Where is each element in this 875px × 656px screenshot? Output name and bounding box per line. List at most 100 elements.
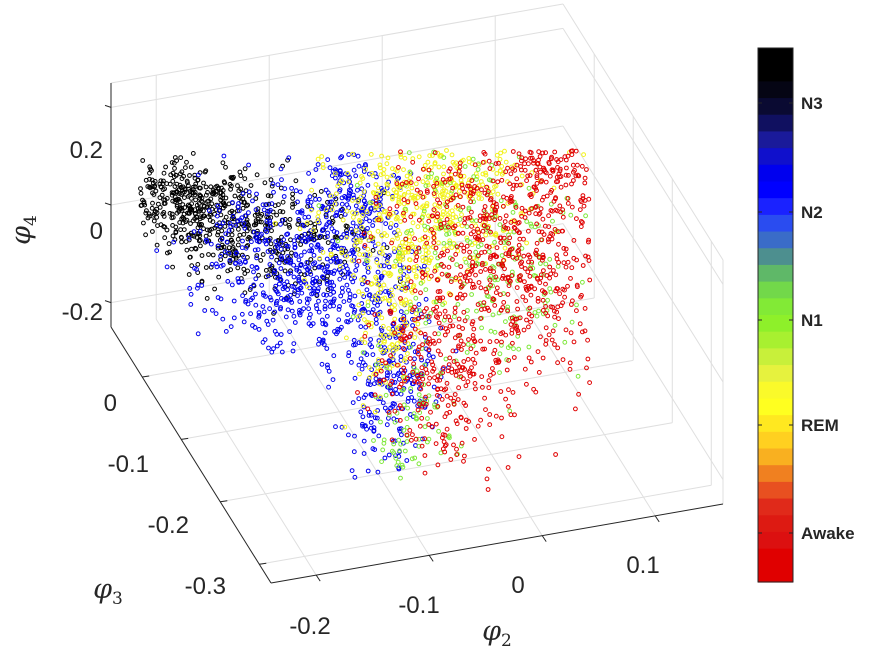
data-point [458,272,463,278]
data-points [138,148,593,492]
data-point [473,234,478,240]
colorbar-segment [758,48,793,66]
data-point [362,243,368,248]
data-point [350,314,356,320]
data-point [543,310,549,316]
data-point [270,317,276,323]
data-point [268,241,274,247]
data-point [431,299,437,305]
data-point [422,453,428,458]
data-point [548,304,554,310]
data-point [411,398,417,404]
data-point [497,156,503,162]
data-point [377,162,383,168]
data-point [407,299,413,305]
data-point [387,293,393,299]
data-point [239,245,245,251]
data-point [251,222,257,228]
data-point [138,190,144,196]
data-point [452,314,457,320]
data-point [422,234,428,240]
data-point [437,295,443,301]
data-point [408,344,413,350]
data-point [434,378,440,383]
data-point [471,326,477,332]
data-point [323,298,328,304]
data-point [223,231,229,237]
data-point [408,214,414,220]
data-point [350,303,356,309]
data-point [533,211,539,217]
data-point [389,287,394,293]
data-point [278,277,284,283]
data-point [541,272,547,278]
data-point [431,207,437,213]
z-tick-mark [104,202,112,206]
data-point [483,267,488,272]
data-point [173,224,179,230]
data-point [499,164,505,169]
data-point [445,193,451,198]
data-point [285,287,291,293]
data-point [305,198,311,204]
data-point [555,264,561,269]
data-point [278,332,284,337]
data-point [174,204,180,209]
data-point [389,342,395,347]
data-point [411,411,417,417]
data-point [238,186,244,192]
data-point [339,247,345,253]
data-point [450,225,456,231]
data-point [274,343,280,349]
data-point [185,180,190,186]
data-point [438,325,444,331]
data-point [529,259,535,265]
data-point [352,433,357,439]
data-point [317,279,323,285]
data-point [278,241,284,246]
data-point [213,311,219,317]
data-point [553,288,559,294]
data-point [560,357,566,363]
data-point [169,160,175,165]
data-point [574,302,579,308]
data-point [492,214,498,220]
data-point [430,244,436,250]
data-point [553,272,559,278]
data-point [183,165,188,171]
data-point [513,205,519,210]
data-point [278,246,284,252]
data-point [501,224,507,230]
data-point [352,307,358,313]
data-point [442,179,448,185]
data-point [267,295,273,300]
data-point [263,294,268,299]
data-point [465,379,471,385]
data-point [433,218,439,224]
data-point [402,378,407,384]
data-point [280,209,286,215]
data-point [416,176,421,182]
data-point [470,156,476,162]
data-point [404,439,410,444]
data-point [404,180,409,185]
data-point [480,182,486,188]
data-point [583,253,588,259]
data-point [170,264,176,270]
data-point [571,178,576,183]
data-point [387,211,392,217]
data-point [304,284,310,290]
data-point [488,229,493,235]
data-point [516,454,522,460]
data-point [298,262,304,267]
data-point [438,222,444,227]
data-point [302,277,307,283]
data-point [418,330,424,336]
data-point [287,225,293,230]
data-point [526,324,531,330]
data-point [545,297,550,303]
data-point [359,336,365,342]
data-point [282,268,288,274]
data-point [425,190,430,195]
data-point [207,208,212,214]
